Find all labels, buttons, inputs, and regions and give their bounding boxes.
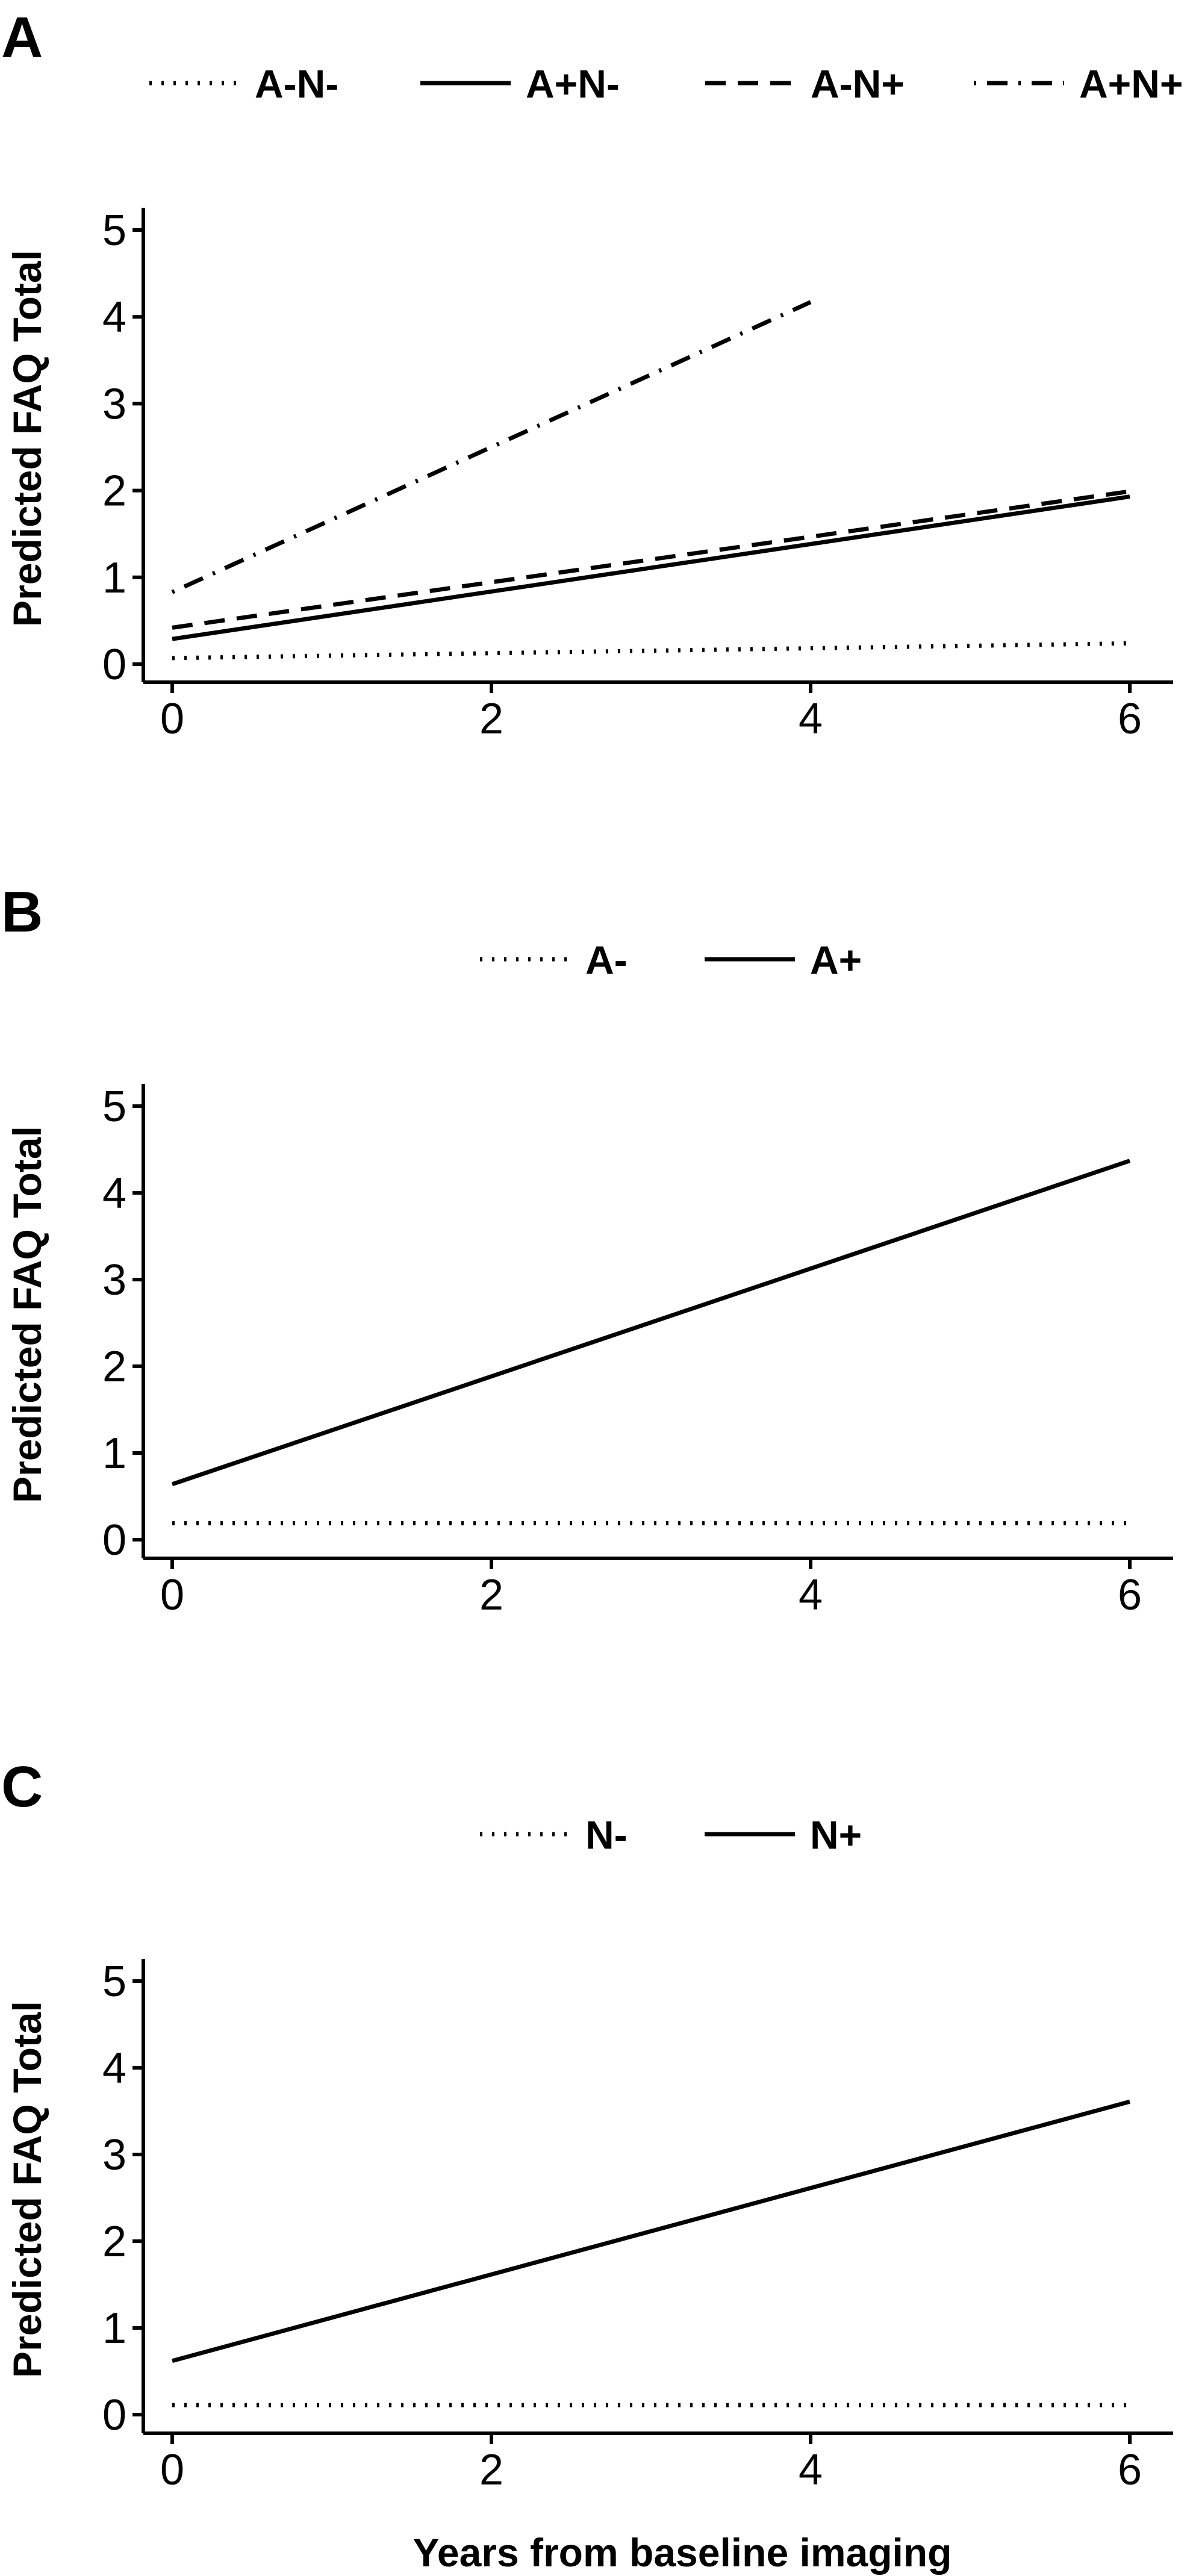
x-tick-label: 0 — [160, 695, 184, 743]
legend: N- N+ — [480, 1812, 862, 1857]
panel-label: A — [1, 5, 43, 70]
y-tick-label: 4 — [102, 293, 126, 341]
y-tick-label: 5 — [102, 1083, 126, 1131]
legend-label: A-N+ — [811, 61, 905, 106]
y-axis-title: Predicted FAQ Total — [5, 250, 49, 627]
x-tick-label: 6 — [1118, 695, 1142, 743]
y-tick-label: 0 — [102, 2391, 126, 2439]
legend-item: A-N+ — [705, 61, 905, 106]
panel-b: B A- A+ 0 1 2 3 4 5 0 2 4 6 Predicted FAQ Total — [1, 880, 1173, 1619]
y-tick-label: 3 — [102, 2131, 126, 2179]
legend-item: A+ — [705, 938, 862, 982]
x-tick-label: 6 — [1118, 2446, 1142, 2494]
legend-item: N+ — [705, 1812, 862, 1857]
x-tick-label: 2 — [479, 1571, 503, 1619]
legend-label: A-N- — [255, 61, 338, 106]
x-tick-label: 4 — [799, 1571, 823, 1619]
y-tick-label: 2 — [102, 2218, 126, 2266]
legend-label: A+ — [810, 938, 862, 982]
y-tick-label: 5 — [102, 1958, 126, 2006]
y-tick-label: 3 — [102, 1256, 126, 1304]
y-axis-title: Predicted FAQ Total — [5, 1126, 49, 1503]
legend-item: A- — [480, 938, 628, 982]
y-tick-label: 5 — [102, 207, 126, 255]
series-line-anegnpos — [172, 489, 1130, 630]
x-tick-label: 0 — [160, 1571, 184, 1619]
x-tick-label: 6 — [1118, 1571, 1142, 1619]
x-tick-label: 0 — [160, 2446, 184, 2494]
series-line-anegnneg — [172, 641, 1130, 661]
panel-a: A A-N- A+N- A-N+ A+N+ 0 1 2 3 4 5 0 2 4 6 Predicted FAQ… — [1, 5, 1183, 743]
x-axis-title: Years from baseline imaging — [413, 2530, 952, 2575]
series-line-npos — [172, 2099, 1130, 2363]
legend-item: N- — [480, 1812, 628, 1857]
y-tick-label: 1 — [102, 1430, 126, 1478]
y-tick-label: 1 — [102, 2304, 126, 2353]
x-tick-label: 4 — [799, 695, 823, 743]
y-tick-label: 4 — [102, 1169, 126, 1218]
panel-label: C — [1, 1755, 43, 1819]
series-line-aposnpos — [171, 300, 812, 594]
y-tick-label: 3 — [102, 380, 126, 428]
x-tick-label: 4 — [799, 2446, 823, 2494]
x-tick-label: 2 — [479, 695, 503, 743]
legend: A- A+ — [480, 938, 862, 982]
y-tick-label: 2 — [102, 1343, 126, 1391]
y-tick-label: 0 — [102, 641, 126, 689]
legend-item: A+N- — [420, 61, 620, 106]
legend-label: N+ — [810, 1812, 862, 1857]
legend-item: A+N+ — [974, 61, 1183, 106]
legend-item: A-N- — [149, 61, 338, 106]
series-line-apos — [171, 1159, 1131, 1487]
legend-label: A- — [585, 938, 628, 982]
legend: A-N- A+N- A-N+ A+N+ — [149, 61, 1183, 106]
panel-label: B — [1, 880, 43, 944]
series-line-aposnneg — [172, 494, 1130, 641]
panel-c: C N- N+ 0 1 2 3 4 5 0 2 4 6 Predicted FAQ Total Years … — [1, 1755, 1173, 2575]
x-tick-label: 2 — [479, 2446, 503, 2494]
legend-label: A+N- — [526, 61, 620, 106]
y-axis-title: Predicted FAQ Total — [5, 2001, 49, 2378]
y-tick-label: 2 — [102, 467, 126, 515]
y-tick-label: 1 — [102, 554, 126, 602]
legend-label: A+N+ — [1079, 61, 1183, 106]
legend-label: N- — [585, 1812, 628, 1857]
y-tick-label: 4 — [102, 2044, 126, 2092]
y-tick-label: 0 — [102, 1516, 126, 1564]
